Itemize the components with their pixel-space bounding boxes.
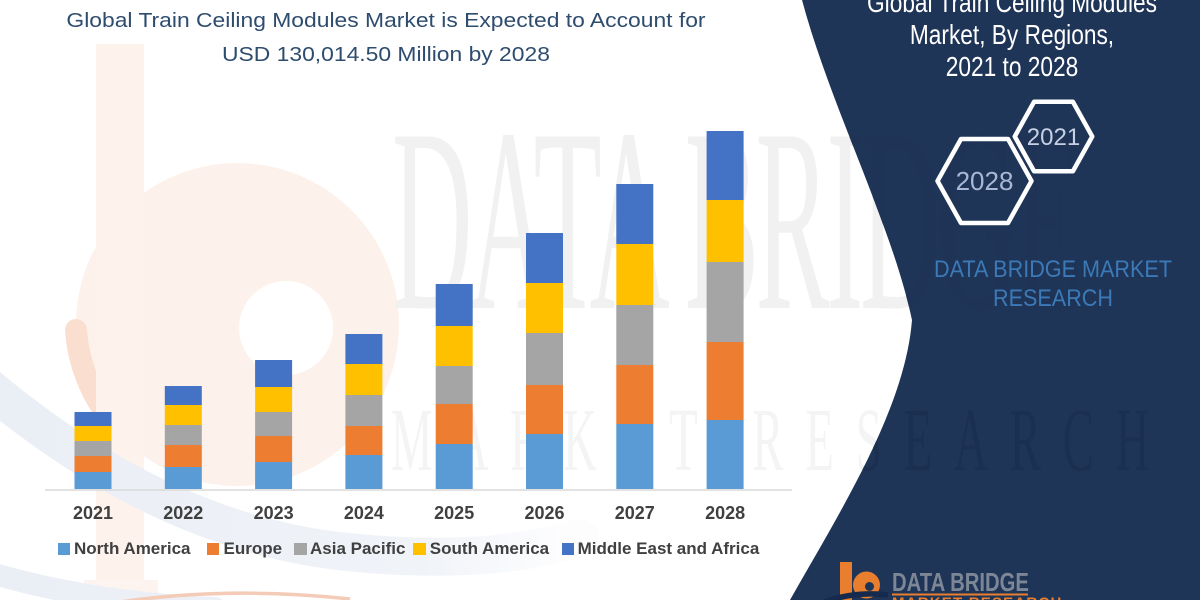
svg-text:DATA BRIDGE: DATA BRIDGE (892, 568, 1029, 597)
svg-text:MARKET RESEARCH: MARKET RESEARCH (892, 595, 1063, 600)
svg-text:2028: 2028 (956, 166, 1014, 196)
svg-text:2021: 2021 (1027, 124, 1080, 151)
